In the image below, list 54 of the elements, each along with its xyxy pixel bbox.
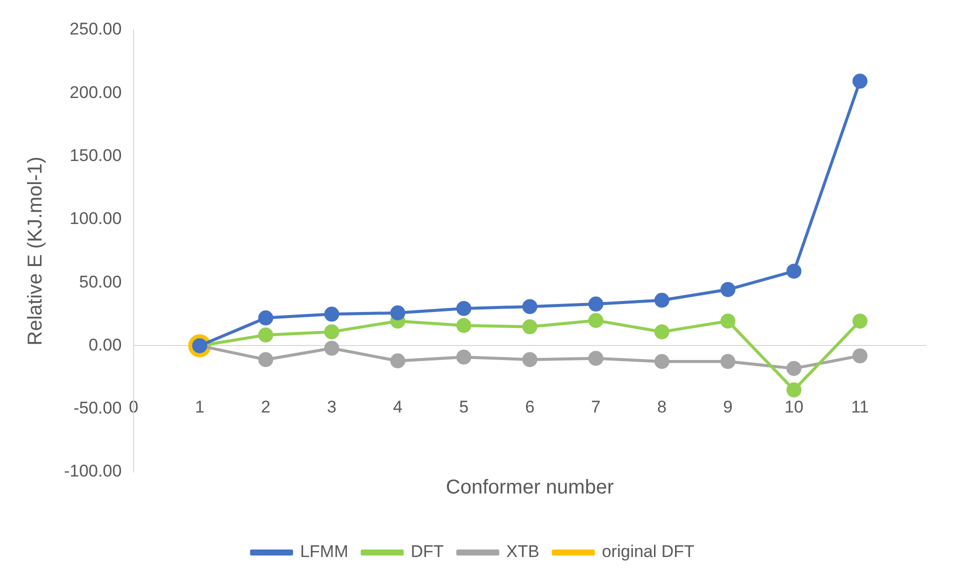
y-tick-label: 150.00 [70, 146, 122, 165]
point [720, 282, 736, 298]
legend-label: DFT [410, 542, 444, 562]
x-tick-label: 7 [591, 398, 601, 417]
legend-label: LFMM [300, 542, 348, 562]
point [786, 382, 802, 398]
x-tick-label: 11 [851, 398, 869, 417]
point [522, 352, 538, 368]
x-tick-label: 8 [657, 398, 667, 417]
x-tick-label: 9 [723, 398, 733, 417]
y-tick-label: 0.00 [88, 335, 122, 354]
legend-label: original DFT [602, 542, 694, 562]
y-tick-label: 200.00 [70, 82, 122, 102]
point [654, 324, 670, 340]
point [720, 354, 736, 369]
point [786, 360, 802, 376]
point [324, 340, 340, 356]
y-tick-label: 50.00 [79, 272, 122, 292]
point [786, 264, 802, 279]
point [258, 310, 274, 326]
point [456, 350, 472, 365]
x-tick-label: 6 [525, 398, 535, 417]
point [588, 296, 604, 312]
x-tick-label: 1 [194, 398, 204, 417]
point [324, 306, 340, 322]
x-tick-label: 2 [260, 398, 270, 417]
point [456, 318, 472, 334]
y-tick-label: 100.00 [70, 209, 122, 228]
x-tick-label: 10 [784, 398, 804, 417]
y-tick-label: -50.00 [73, 398, 122, 418]
point [654, 292, 670, 308]
y-tick-label: 250.00 [70, 20, 122, 39]
point [390, 305, 406, 320]
x-tick-label: 3 [327, 398, 336, 417]
point [258, 327, 274, 342]
legend-label: XTB [506, 542, 540, 562]
x-tick-label: 4 [393, 398, 403, 417]
point [258, 352, 274, 368]
x-tick-label: 5 [459, 398, 469, 417]
point [324, 324, 340, 340]
point [852, 74, 868, 89]
point [720, 314, 736, 329]
x-axis-title: Conformer number [446, 476, 614, 499]
y-tick-label: -100.00 [64, 462, 122, 481]
y-axis-title: Relative E (KJ.mol-1) [24, 156, 47, 346]
point [588, 350, 604, 366]
point [588, 312, 604, 328]
point [522, 299, 538, 314]
point [654, 354, 670, 369]
point [852, 314, 868, 329]
point [456, 300, 472, 316]
point [390, 353, 406, 368]
point [852, 348, 868, 364]
point [522, 319, 538, 334]
